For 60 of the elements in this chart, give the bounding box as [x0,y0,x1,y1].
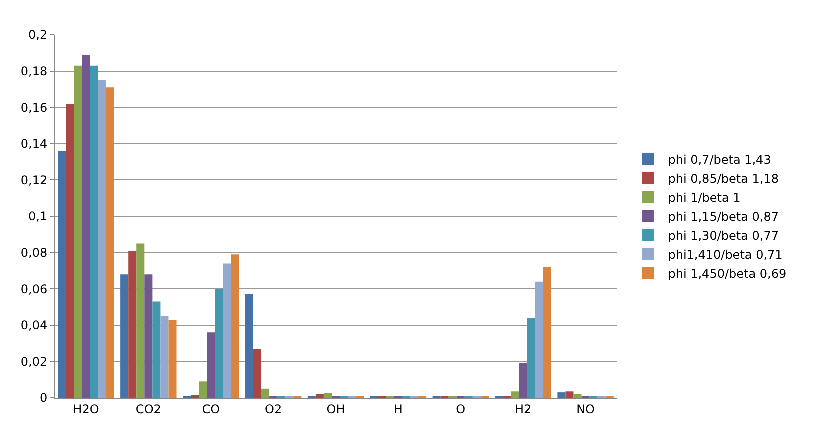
x-tick-label: H2 [514,402,532,416]
y-tick-label: 0 [40,391,48,406]
y-tick-label: 0,1 [28,210,48,224]
bar [120,274,129,398]
y-tick-label: 0,14 [20,137,48,152]
bar [98,80,106,398]
bar [74,66,82,398]
y-tick-label: 0,16 [20,100,48,115]
bar [160,316,169,398]
legend-label: phi 0,7/beta 1,43 [668,153,772,168]
bar [511,392,520,398]
bar [527,318,536,398]
bar [207,332,216,398]
x-tick-label: CO [202,402,220,416]
y-tick-label: 0,18 [20,64,48,78]
y-tick-label: 0,04 [20,318,48,333]
bar [66,104,74,398]
legend-label: phi 0,85/beta 1,18 [668,172,779,186]
bar [223,264,232,398]
bar [106,88,114,398]
bar [535,282,544,398]
y-tick-label: 0,12 [20,173,48,188]
bar [128,250,137,398]
y-tick-label: 0,08 [20,246,48,260]
y-tick-label: 0,06 [20,282,48,296]
bar [191,395,200,398]
x-tick-label: CO2 [136,402,162,416]
bar [168,320,177,398]
bar [136,244,145,398]
legend-label: phi 1,15/beta 0,87 [668,210,779,224]
x-tick-label: O2 [265,402,282,416]
x-tick-label: H2O [73,402,100,416]
y-tick-label: 0,2 [28,28,48,42]
x-tick-label: NO [576,402,595,416]
legend-label: phi 1,450/beta 0,69 [668,267,787,282]
bar [253,349,262,398]
bar [152,302,161,398]
bar [316,394,324,398]
bar [215,289,224,398]
bar [58,151,66,398]
bar [144,274,153,398]
bar [245,294,254,398]
bar [324,393,332,398]
legend-label: phi1,410/beta 0,71 [668,248,783,262]
bar [566,392,574,398]
bar [558,392,566,398]
bar [199,382,208,398]
bar [231,254,240,398]
bar [262,388,270,398]
bar [574,394,582,398]
bar [543,267,552,398]
bar [82,54,90,398]
x-tick-label: H [394,402,403,416]
legend-label: phi 1/beta 1 [668,191,741,206]
x-tick-label: O [456,402,466,416]
y-tick-label: 0,02 [20,354,48,369]
bar [90,66,98,398]
legend-label: phi 1,30/beta 0,77 [668,229,779,244]
bar [519,364,528,398]
x-tick-label: OH [326,402,346,416]
